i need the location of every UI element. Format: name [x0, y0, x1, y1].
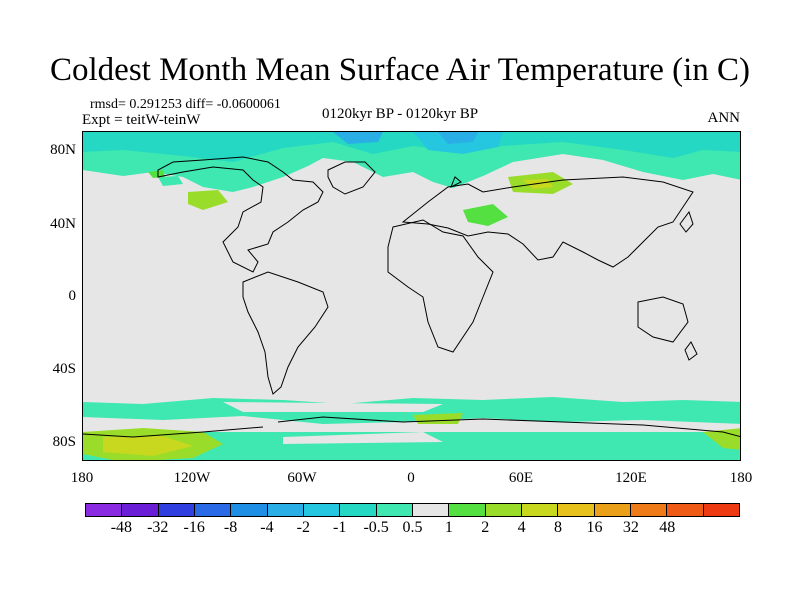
colorbar-swatch: [267, 504, 304, 516]
colorbar-swatch: [703, 504, 739, 516]
lat-tick-40n: 40N: [50, 216, 76, 232]
period-label: 0120kyr BP - 0120kyr BP: [321, 106, 479, 122]
colorbar-swatch: [485, 504, 522, 516]
plot-title: Coldest Month Mean Surface Air Temperatu…: [50, 52, 750, 88]
lon-tick-120e: 120E: [615, 470, 647, 486]
colorbar-swatch: [412, 504, 450, 516]
arctic-anomaly: [83, 132, 740, 192]
lat-tick-80n: 80N: [50, 142, 76, 158]
colorbar-swatch: [86, 504, 123, 516]
colorbar-label: -1: [333, 519, 347, 536]
colorbar-swatch: [340, 504, 377, 516]
antarctic-anomaly: [83, 397, 740, 460]
colorbar-swatch: [667, 504, 704, 516]
colorbar-swatch: [158, 504, 195, 516]
colorbar-label: -32: [147, 519, 169, 536]
colorbar-label: 16: [586, 519, 603, 536]
lat-tick-80s: 80S: [52, 434, 76, 450]
lon-tick-60e: 60E: [508, 470, 534, 486]
colorbar-swatch: [594, 504, 631, 516]
lat-tick-0: 0: [68, 288, 77, 304]
experiment-label: Expt = teitW-teinW: [82, 112, 201, 128]
lat-tick-40s: 40S: [52, 361, 76, 377]
stats-label: rmsd= 0.291253 diff= -0.0600061: [90, 97, 281, 112]
colorbar-swatch: [122, 504, 159, 516]
coastlines: [83, 156, 740, 438]
colorbar-swatch: [449, 504, 486, 516]
colorbar-label: -0.5: [363, 519, 389, 536]
colorbar-swatch: [630, 504, 668, 516]
colorbar-swatch: [194, 504, 232, 516]
colorbar-swatch: [558, 504, 595, 516]
season-label: ANN: [707, 110, 741, 126]
colorbar-label: -16: [183, 519, 205, 536]
colorbar: [85, 503, 740, 517]
lon-tick-60w: 60W: [287, 470, 317, 486]
colorbar-swatch: [521, 504, 559, 516]
colorbar-label: -48: [110, 519, 133, 536]
colorbar-swatch: [303, 504, 341, 516]
lon-tick-0: 0: [407, 470, 415, 486]
colorbar-label: -8: [223, 519, 238, 536]
colorbar-swatch: [231, 504, 268, 516]
colorbar-label: 2: [481, 519, 490, 536]
colorbar-label: -2: [296, 519, 310, 536]
colorbar-label: 1: [444, 519, 453, 536]
colorbar-label: 8: [554, 519, 563, 536]
lon-tick-180e: 180: [729, 470, 753, 486]
colorbar-swatch: [376, 504, 413, 516]
colorbar-label: 48: [659, 519, 676, 536]
colorbar-label: -4: [260, 519, 274, 536]
colorbar-label: 0.5: [402, 519, 423, 536]
lon-tick-180w: 180: [70, 470, 94, 486]
colorbar-label: 32: [622, 519, 639, 536]
lon-tick-120w: 120W: [173, 470, 211, 486]
colorbar-label: 4: [517, 519, 526, 536]
map-svg: [83, 132, 740, 460]
map-panel: [82, 131, 741, 461]
